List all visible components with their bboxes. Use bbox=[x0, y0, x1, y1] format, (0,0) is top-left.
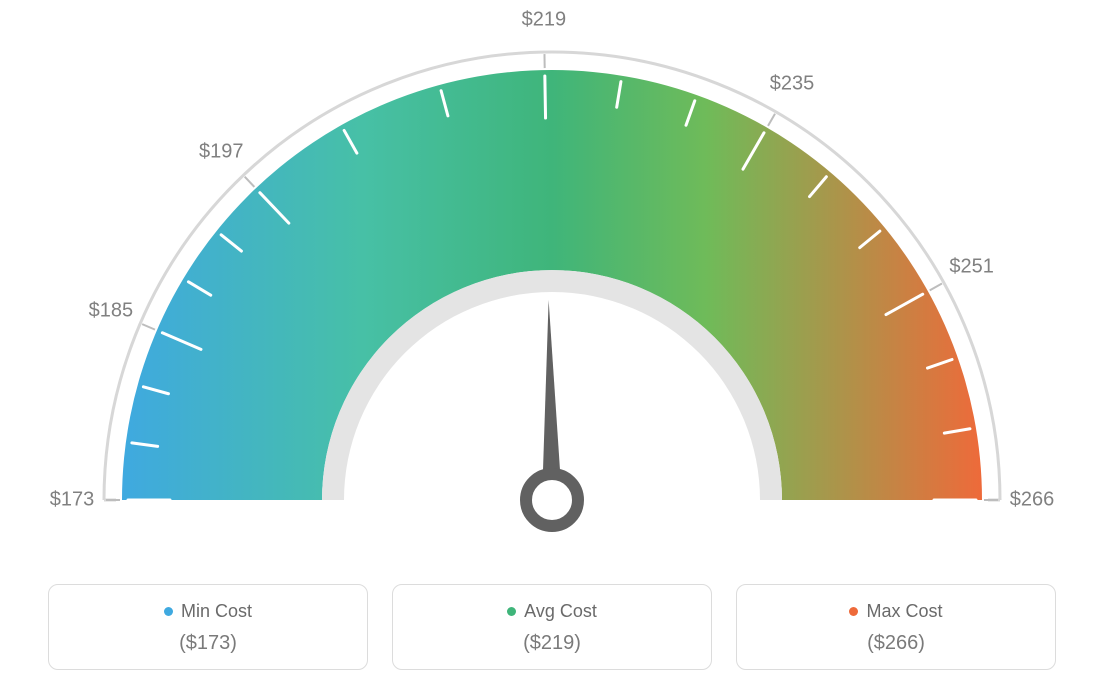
gauge-tick-label: $251 bbox=[949, 256, 994, 279]
gauge-tick-label: $185 bbox=[89, 299, 134, 322]
min-cost-card: Min Cost ($173) bbox=[48, 584, 368, 670]
min-dot-icon bbox=[164, 607, 173, 616]
max-cost-value: ($266) bbox=[747, 632, 1045, 655]
avg-dot-icon bbox=[507, 607, 516, 616]
cost-gauge-infographic: $173 $185 $197 $219 $235 $251 $266 Min Cost ($… bbox=[0, 0, 1104, 690]
max-cost-card: Max Cost ($266) bbox=[736, 584, 1056, 670]
gauge-svg bbox=[0, 0, 1104, 560]
min-cost-value: ($173) bbox=[59, 632, 357, 655]
gauge-tick-label: $197 bbox=[199, 141, 244, 164]
max-cost-label: Max Cost bbox=[866, 601, 942, 622]
gauge-tick-label: $235 bbox=[770, 73, 815, 96]
gauge-tick-label: $173 bbox=[50, 489, 95, 512]
avg-cost-card: Avg Cost ($219) bbox=[392, 584, 712, 670]
min-cost-title: Min Cost bbox=[164, 601, 252, 622]
max-dot-icon bbox=[849, 607, 858, 616]
max-cost-title: Max Cost bbox=[849, 601, 942, 622]
avg-cost-label: Avg Cost bbox=[524, 601, 597, 622]
avg-cost-title: Avg Cost bbox=[507, 601, 597, 622]
gauge-area: $173 $185 $197 $219 $235 $251 $266 bbox=[0, 0, 1104, 560]
gauge-tick-label: $266 bbox=[1010, 489, 1055, 512]
min-cost-label: Min Cost bbox=[181, 601, 252, 622]
gauge-tick-label: $219 bbox=[522, 9, 567, 32]
avg-cost-value: ($219) bbox=[403, 632, 701, 655]
summary-cards: Min Cost ($173) Avg Cost ($219) Max Cost… bbox=[0, 584, 1104, 670]
